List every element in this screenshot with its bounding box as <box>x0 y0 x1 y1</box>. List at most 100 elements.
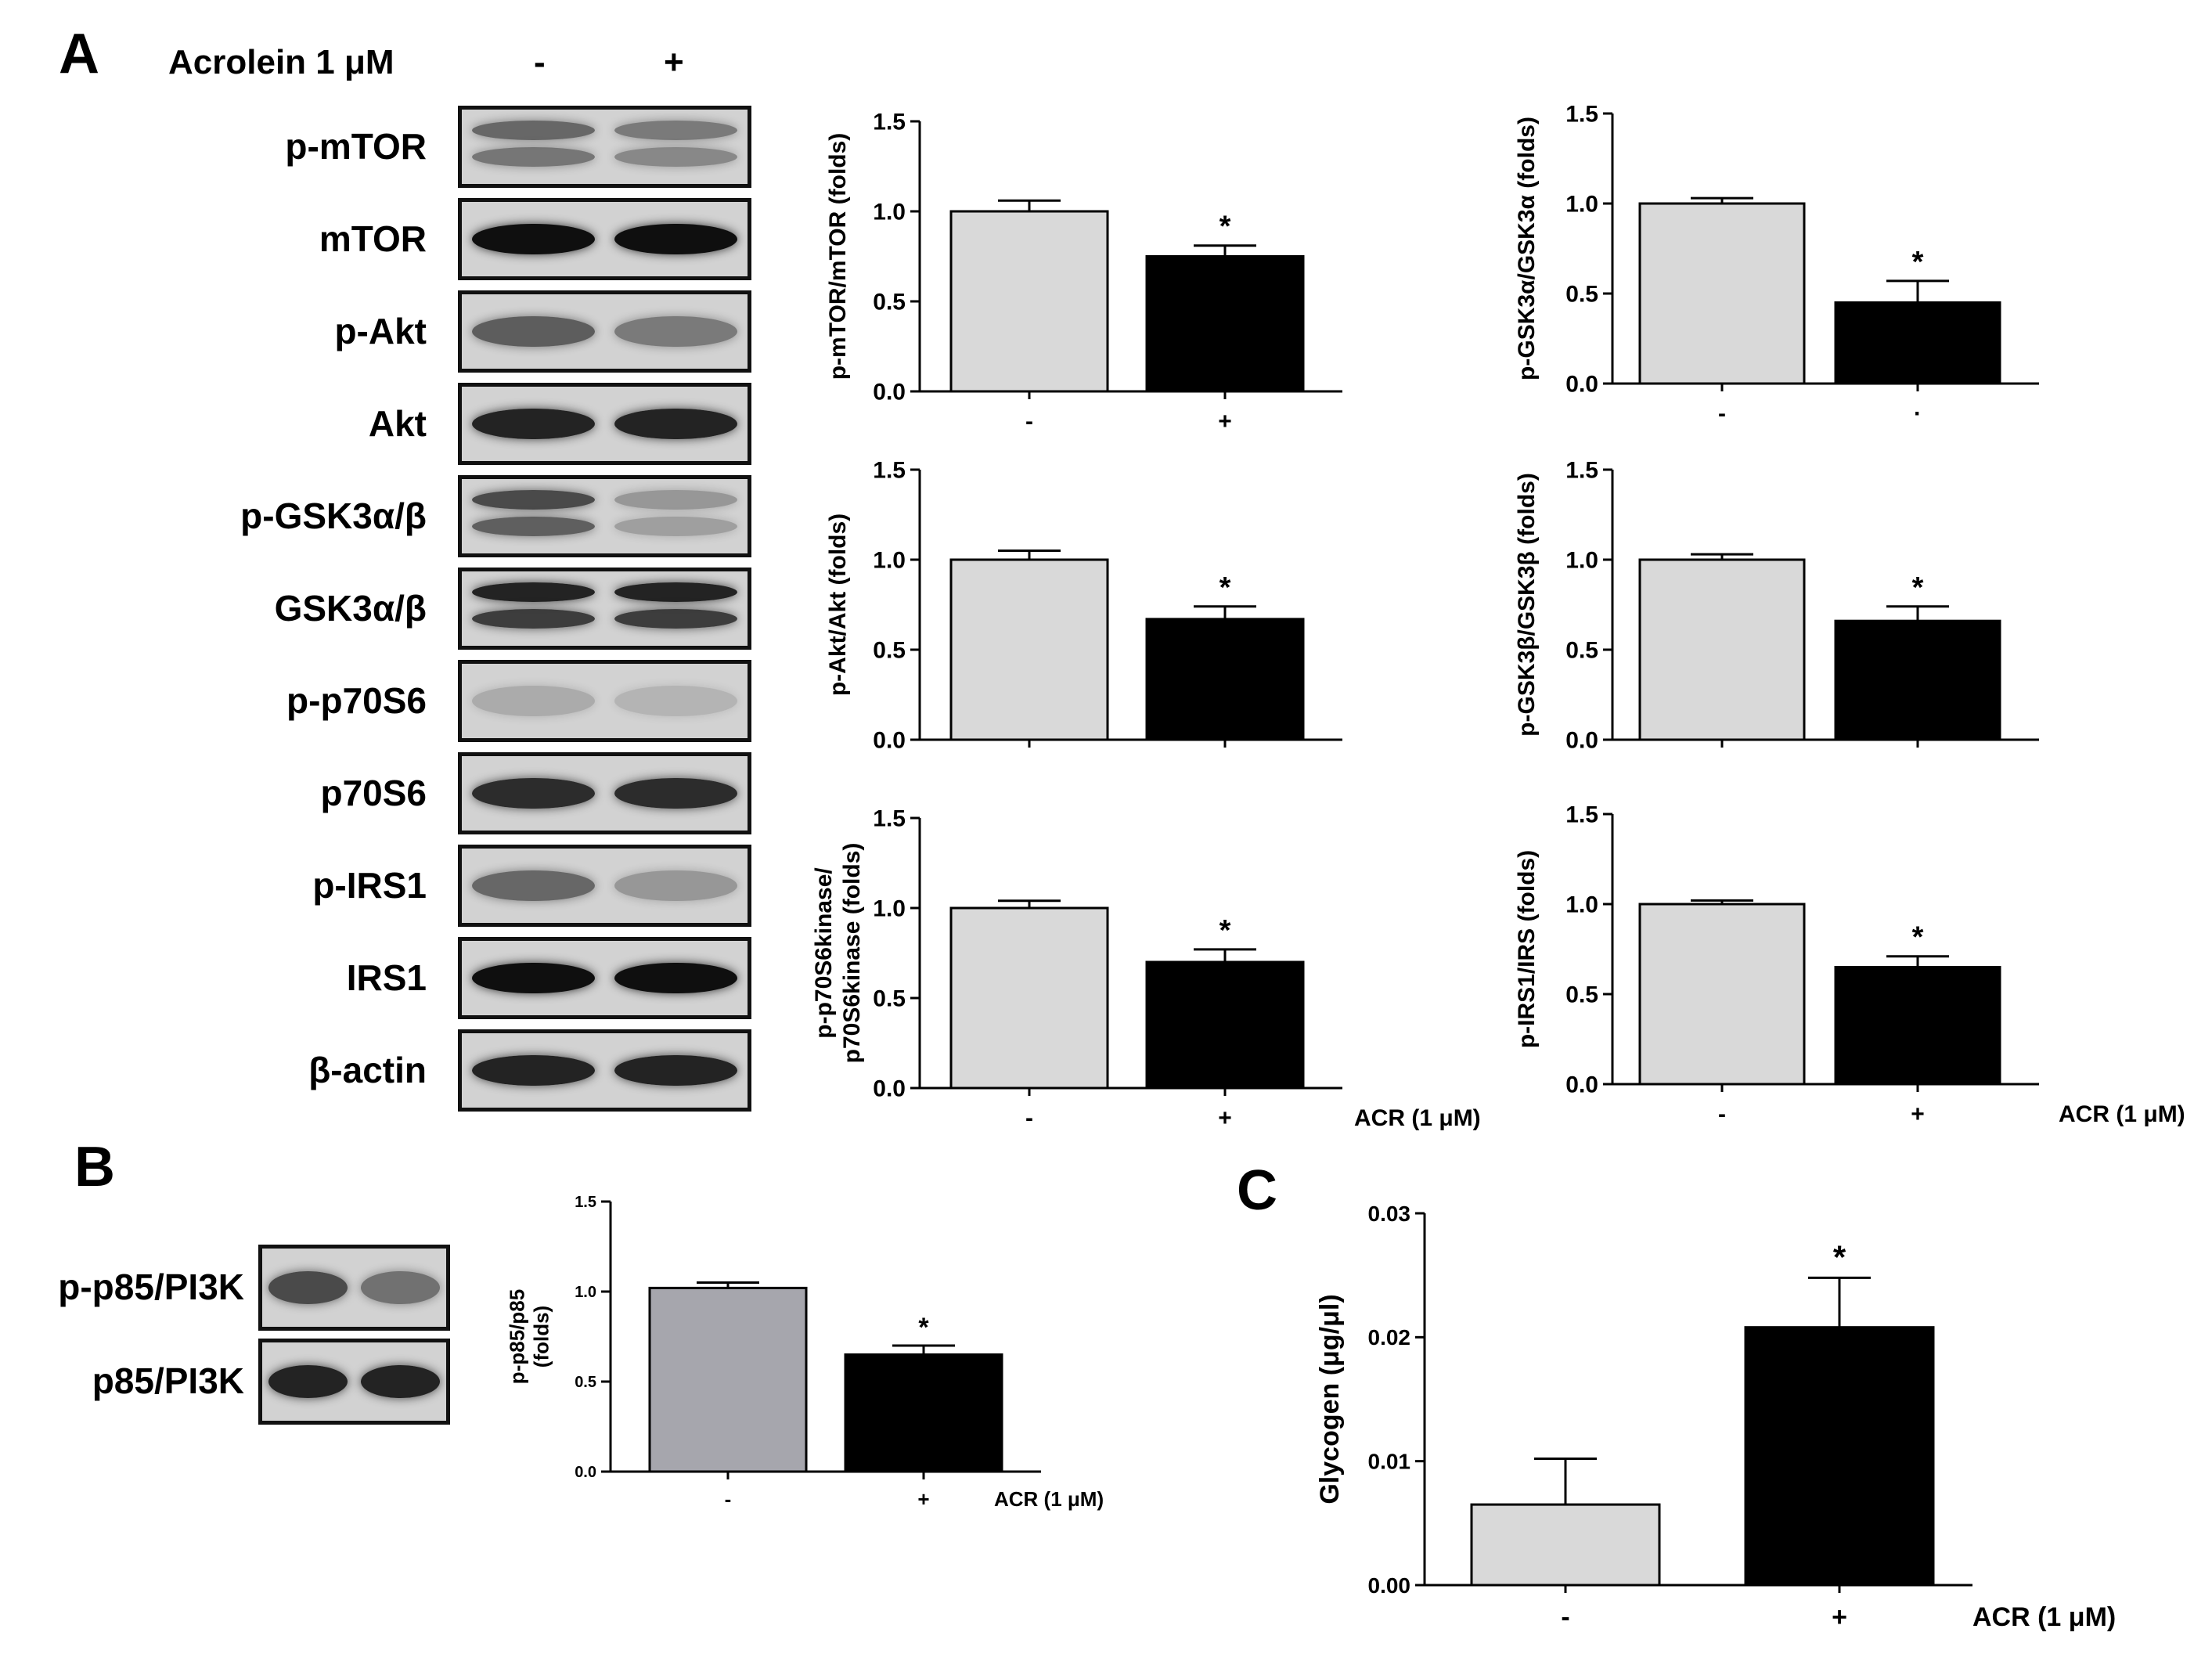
bar <box>949 906 1109 1090</box>
blot-band <box>471 870 595 902</box>
chart-p-p70s6: 0.0 0.5 1.0 1.5 p-p70S6kinase/p70S6kinase (f… <box>811 806 1481 1132</box>
blot-band <box>614 223 738 255</box>
y-tick-label: 0.5 <box>873 290 906 315</box>
bar <box>1638 558 1806 741</box>
blot-band <box>471 408 595 440</box>
blot-band <box>471 685 595 717</box>
blot-label-p-mtor: p-mTOR <box>285 125 427 167</box>
blot-band <box>614 582 738 603</box>
bar <box>949 210 1109 393</box>
blot-label-p-akt: p-Akt <box>334 310 427 351</box>
treatment-axis-label: ACR (1 μM) <box>1972 1602 2116 1632</box>
y-tick-label: 0.0 <box>575 1464 596 1481</box>
blot-band <box>471 120 595 141</box>
y-tick-label: 1.0 <box>1565 548 1598 574</box>
treatment-axis-label: ACR (1 μM) <box>994 1487 1104 1511</box>
blot-band <box>614 962 738 994</box>
blot-band <box>471 146 595 167</box>
bar <box>1834 619 2001 741</box>
blot-row-p-p85-pi3k <box>258 1245 450 1331</box>
blot-band <box>614 408 738 440</box>
x-tick-label: - <box>1561 1602 1569 1632</box>
y-tick-label: 1.0 <box>1565 892 1598 918</box>
blot-band <box>471 608 595 629</box>
bar <box>1470 1503 1661 1587</box>
y-tick-label: 0.5 <box>873 638 906 664</box>
y-tick-label: 0.0 <box>1565 728 1598 754</box>
blot-band <box>614 777 738 809</box>
blot-label-p-irs1: p-IRS1 <box>312 864 427 906</box>
bar <box>1638 202 1806 385</box>
y-tick-label: 1.5 <box>873 110 906 135</box>
panel-letter-c: C <box>1237 1159 1277 1222</box>
chart-p-gsk3b: 0.0 0.5 1.0 1.5 p-GSK3β/GSK3β (folds) * <box>1514 458 2039 754</box>
blot-band <box>614 870 738 902</box>
blot-band <box>471 962 595 994</box>
chart-p-p85: 0.0 0.5 1.0 1.5 p-p85/p85(folds) - + * ACR (1 μM… <box>505 1194 1104 1511</box>
panel-letter-a: A <box>59 23 99 85</box>
bar <box>648 1286 808 1473</box>
y-tick-label: 0.0 <box>1565 1072 1598 1098</box>
y-tick-label: 0.02 <box>1368 1325 1411 1349</box>
blot-band <box>268 1271 348 1304</box>
blot-row-actin <box>458 1029 751 1112</box>
bar <box>1834 301 2001 385</box>
blot-row-irs1 <box>458 937 751 1019</box>
blot-band <box>471 516 595 536</box>
blot-label-mtor: mTOR <box>319 218 427 259</box>
y-tick-label: 1.5 <box>873 806 906 832</box>
significance-marker: * <box>1219 914 1231 947</box>
bar <box>1145 960 1305 1090</box>
blot-band <box>471 777 595 809</box>
blot-row-akt <box>458 383 751 465</box>
blot-band <box>614 146 738 167</box>
y-tick-label: 1.5 <box>873 458 906 484</box>
y-axis-label: p-p85/p85(folds) <box>505 1289 553 1384</box>
blot-band <box>471 315 595 348</box>
x-tick-label: + <box>1911 1101 1925 1127</box>
blot-label-p-gsk3: p-GSK3α/β <box>240 495 427 536</box>
blot-label-actin: β-actin <box>308 1049 427 1090</box>
blot-band <box>471 1054 595 1086</box>
y-axis-label: p-Akt/Akt (folds) <box>825 513 851 696</box>
blot-band <box>614 489 738 510</box>
panel-letter-b: B <box>74 1136 115 1198</box>
x-tick-label: - <box>1025 409 1033 434</box>
y-tick-label: 1.0 <box>1565 192 1598 218</box>
y-axis-label: p-GSK3α/GSK3α (folds) <box>1514 117 1540 380</box>
blot-band <box>614 120 738 141</box>
significance-marker: * <box>1912 921 1924 954</box>
y-tick-label: 1.5 <box>1565 458 1598 484</box>
x-tick-label: - <box>1718 1101 1726 1127</box>
y-tick-label: 1.0 <box>575 1284 596 1301</box>
y-tick-label: 0.5 <box>1565 282 1598 308</box>
blot-band <box>471 489 595 510</box>
significance-marker: * <box>1912 571 1924 604</box>
blot-label-gsk3: GSK3α/β <box>274 587 427 629</box>
y-tick-label: 0.00 <box>1368 1573 1411 1598</box>
blot-band <box>360 1365 440 1398</box>
y-tick-label: 0.03 <box>1368 1202 1411 1226</box>
blot-label-akt: Akt <box>368 402 427 444</box>
x-tick-label: + <box>1832 1602 1847 1632</box>
y-tick-label: 0.01 <box>1368 1449 1411 1473</box>
blot-label-p85-pi3k: p85/PI3K <box>92 1360 244 1401</box>
significance-marker: * <box>1219 211 1231 243</box>
blot-band <box>614 516 738 536</box>
y-axis-label: p-mTOR/mTOR (folds) <box>825 133 851 380</box>
bar <box>844 1353 1003 1473</box>
bar <box>1744 1326 1935 1587</box>
blot-band <box>360 1271 440 1304</box>
blot-row-p-irs1 <box>458 845 751 927</box>
bar <box>1638 903 1806 1086</box>
chart-p-gsk3a: 0.0 0.5 1.0 1.5 p-GSK3α/GSK3α (folds) - · * <box>1514 102 2039 427</box>
x-tick-label: + <box>1218 1105 1232 1131</box>
blot-row-mtor <box>458 198 751 280</box>
chart-p-irs1: 0.0 0.5 1.0 1.5 p-IRS1/IRS (folds) - + * ACR (1 … <box>1514 802 2185 1128</box>
y-tick-label: 0.5 <box>575 1374 596 1391</box>
y-tick-label: 1.5 <box>1565 802 1598 828</box>
blot-label-p-p85-pi3k: p-p85/PI3K <box>58 1267 244 1307</box>
blot-row-p-akt <box>458 290 751 373</box>
significance-marker: * <box>1219 571 1231 604</box>
significance-marker: * <box>918 1313 929 1342</box>
